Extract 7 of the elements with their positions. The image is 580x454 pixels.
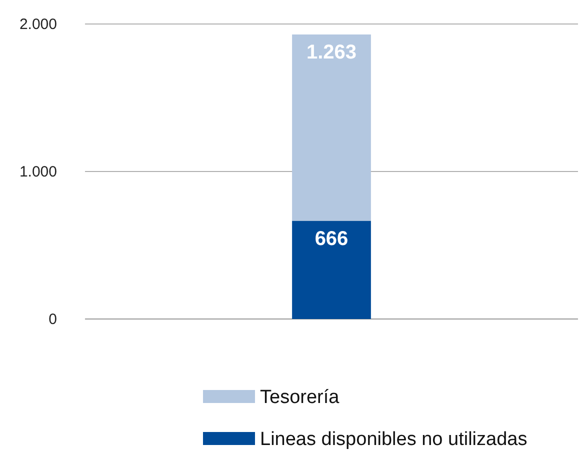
legend-label: Lineas disponibles no utilizadas xyxy=(260,429,528,450)
y-tick-label: 1.000 xyxy=(19,163,57,180)
data-label: 1.263 xyxy=(306,41,357,64)
legend-label: Tesorería xyxy=(260,387,340,408)
y-tick-label: 0 xyxy=(48,310,57,328)
data-label: 666 xyxy=(314,228,348,250)
y-tick-label: 2.000 xyxy=(19,16,57,33)
